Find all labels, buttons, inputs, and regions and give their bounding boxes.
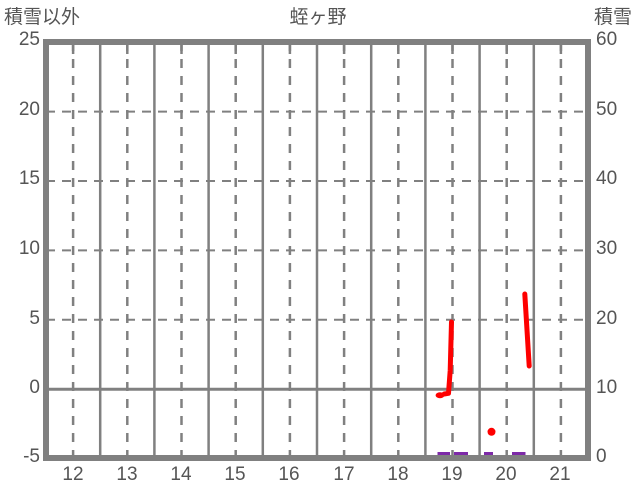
right-tick-50: 50 bbox=[596, 99, 618, 120]
right-tick-10: 10 bbox=[596, 377, 618, 398]
right-tick-30: 30 bbox=[596, 238, 618, 259]
precipitation-series bbox=[441, 291, 532, 397]
right-tick-40: 40 bbox=[596, 168, 618, 189]
right-tick-20: 20 bbox=[596, 308, 618, 329]
x-tick-14: 14 bbox=[170, 464, 192, 485]
x-tick-12: 12 bbox=[62, 464, 84, 485]
x-tick-21: 21 bbox=[549, 464, 571, 485]
precipitation-points bbox=[435, 392, 496, 436]
x-tick-16: 16 bbox=[278, 464, 300, 485]
x-tick-13: 13 bbox=[116, 464, 138, 485]
x-tick-15: 15 bbox=[224, 464, 246, 485]
left-tick-15: 15 bbox=[18, 168, 40, 189]
left-axis-title: 積雪以外 bbox=[4, 7, 81, 28]
left-tick-5: 5 bbox=[29, 308, 40, 329]
left-tick-neg5: -5 bbox=[23, 446, 40, 467]
vertical-noon-lines bbox=[71, 42, 563, 458]
left-tick-0: 0 bbox=[29, 377, 40, 398]
chart-title: 蛭ヶ野 bbox=[289, 7, 347, 28]
right-axis-title: 積雪 bbox=[593, 7, 632, 28]
right-tick-0: 0 bbox=[596, 446, 607, 467]
left-tick-25: 25 bbox=[18, 29, 40, 50]
horizontal-gridlines bbox=[46, 110, 588, 321]
x-tick-20: 20 bbox=[495, 464, 517, 485]
right-tick-60: 60 bbox=[596, 29, 618, 50]
x-tick-18: 18 bbox=[387, 464, 409, 485]
left-tick-20: 20 bbox=[18, 99, 40, 120]
plot-frame bbox=[43, 39, 591, 461]
x-tick-19: 19 bbox=[441, 464, 463, 485]
x-tick-17: 17 bbox=[333, 464, 355, 485]
axis-ticks bbox=[71, 44, 563, 54]
left-tick-10: 10 bbox=[18, 238, 40, 259]
vertical-day-lines bbox=[98, 42, 536, 458]
